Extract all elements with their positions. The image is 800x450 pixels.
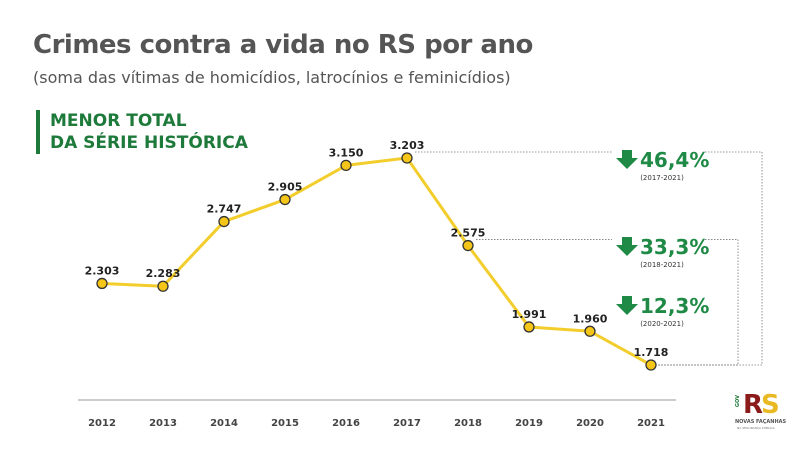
x-tick-label: 2017 [393, 418, 421, 429]
data-point [96, 277, 108, 290]
data-point [401, 152, 413, 164]
data-label: 1.960 [573, 312, 608, 325]
x-tick-label: 2016 [332, 418, 360, 429]
data-point [584, 325, 596, 337]
x-tick-label: 2018 [454, 418, 482, 429]
series-line [101, 156, 652, 367]
reduction-percent: 33,3% [640, 235, 709, 259]
data-label: 1.718 [634, 346, 669, 359]
data-point [340, 159, 352, 172]
x-tick-label: 2013 [149, 418, 177, 429]
x-tick-label: 2021 [637, 418, 665, 429]
data-point [279, 193, 291, 206]
x-tick-label: 2020 [576, 418, 604, 429]
arrow-down-icon [616, 237, 638, 256]
x-tick-label: 2019 [515, 418, 543, 429]
data-point [462, 239, 474, 252]
reduction-percent: 12,3% [640, 294, 709, 318]
chart-subtitle: (soma das vítimas de homicídios, latrocí… [33, 68, 511, 87]
data-label: 2.575 [451, 227, 486, 240]
reduction-period: (2017-2021) [640, 174, 684, 182]
data-point [218, 215, 230, 228]
reduction-period: (2020-2021) [640, 320, 684, 328]
badge-line-1: MENOR TOTAL [50, 111, 187, 131]
data-label: 2.905 [268, 181, 303, 194]
data-point [523, 321, 535, 333]
arrow-down-icon [616, 150, 638, 169]
data-label: 2.283 [146, 267, 181, 280]
record-low-badge: MENOR TOTAL DA SÉRIE HISTÓRICA [36, 110, 248, 154]
dotted-connector [657, 239, 739, 366]
data-label: 1.991 [512, 308, 547, 321]
data-label: 3.150 [329, 146, 364, 159]
data-label: 2.747 [207, 203, 242, 216]
badge-line-2: DA SÉRIE HISTÓRICA [50, 133, 248, 153]
reduction-percent: 46,4% [640, 148, 709, 172]
data-label: 2.303 [85, 264, 120, 277]
rs-gov-logo: GOV RS NOVAS FAÇANHAS NA SEGURANÇA PÚBLI… [735, 390, 787, 430]
data-point [157, 280, 169, 292]
chart-title: Crimes contra a vida no RS por ano [33, 30, 533, 60]
reduction-period: (2018-2021) [640, 261, 684, 269]
data-point [645, 359, 657, 371]
x-tick-label: 2014 [210, 418, 238, 429]
data-label: 3.203 [390, 139, 425, 152]
arrow-down-icon [616, 296, 638, 315]
x-tick-label: 2015 [271, 418, 299, 429]
x-tick-label: 2012 [88, 418, 116, 429]
